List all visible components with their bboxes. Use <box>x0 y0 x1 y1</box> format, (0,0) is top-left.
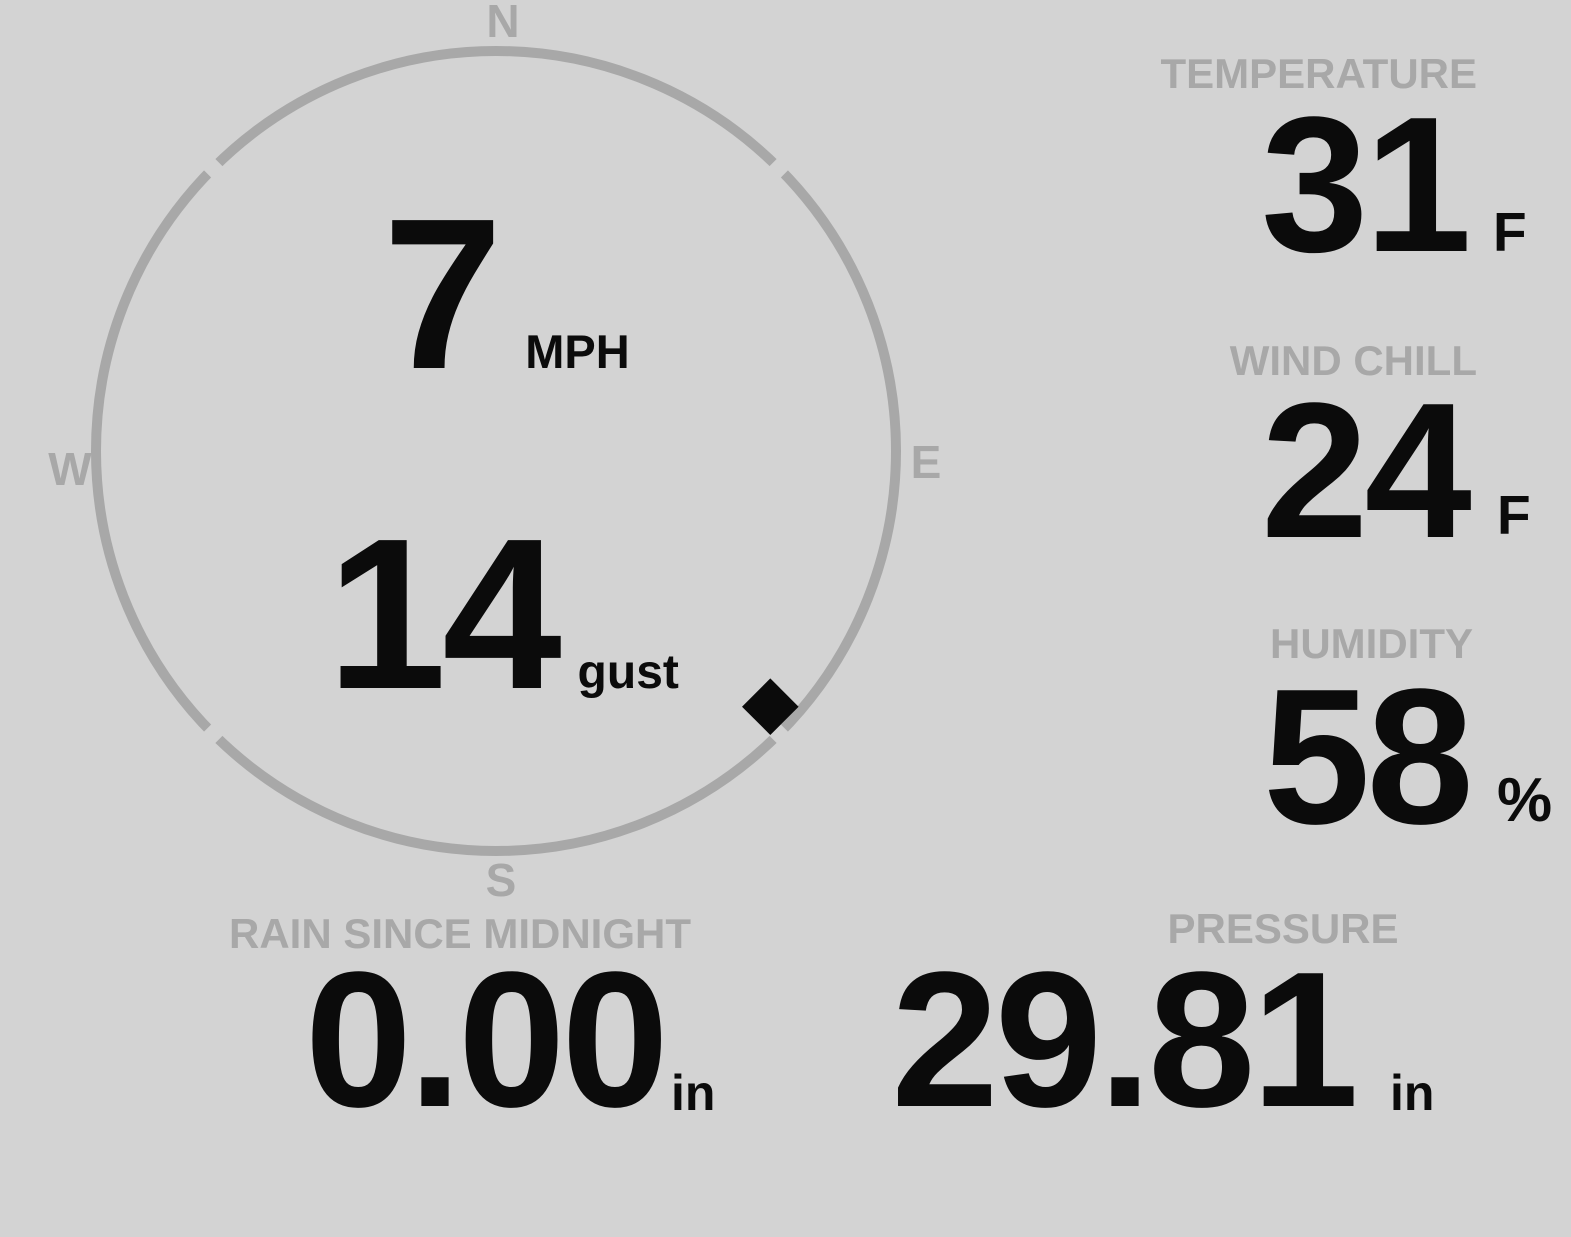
pressure-label: PRESSURE <box>1167 905 1399 952</box>
cardinal-south: S <box>485 854 517 906</box>
wind-speed-unit: MPH <box>525 325 630 378</box>
wind-chill-unit: F <box>1497 484 1531 546</box>
wind-chill-label: WIND CHILL <box>1229 337 1477 384</box>
rain-since-midnight-label: RAIN SINCE MIDNIGHT <box>229 910 691 957</box>
temperature-unit: F <box>1493 201 1527 263</box>
wind-gust-unit: gust <box>577 646 679 699</box>
cardinal-east: E <box>910 436 942 488</box>
humidity-unit: % <box>1497 766 1553 835</box>
wind-gust-value: 14 <box>327 493 562 734</box>
cardinal-north: N <box>486 0 520 47</box>
temperature-value: 31 <box>1261 76 1472 292</box>
pressure-unit: in <box>1390 1065 1435 1121</box>
rain-since-midnight-unit: in <box>671 1065 716 1121</box>
wind-gust: 14 gust <box>327 506 679 721</box>
humidity-value: 58 <box>1263 648 1474 864</box>
cardinal-west: W <box>48 443 92 495</box>
wind-speed-value: 7 <box>383 173 503 414</box>
wind-chill-value: 24 <box>1261 362 1472 578</box>
temperature-label: TEMPERATURE <box>1160 50 1477 97</box>
rain-since-midnight-value: 0.00 <box>304 931 669 1147</box>
pressure-value: 29.81 <box>891 931 1359 1147</box>
compass-circle <box>91 46 901 856</box>
humidity-label: HUMIDITY <box>1270 620 1473 667</box>
wind-speed: 7 MPH <box>383 186 630 401</box>
